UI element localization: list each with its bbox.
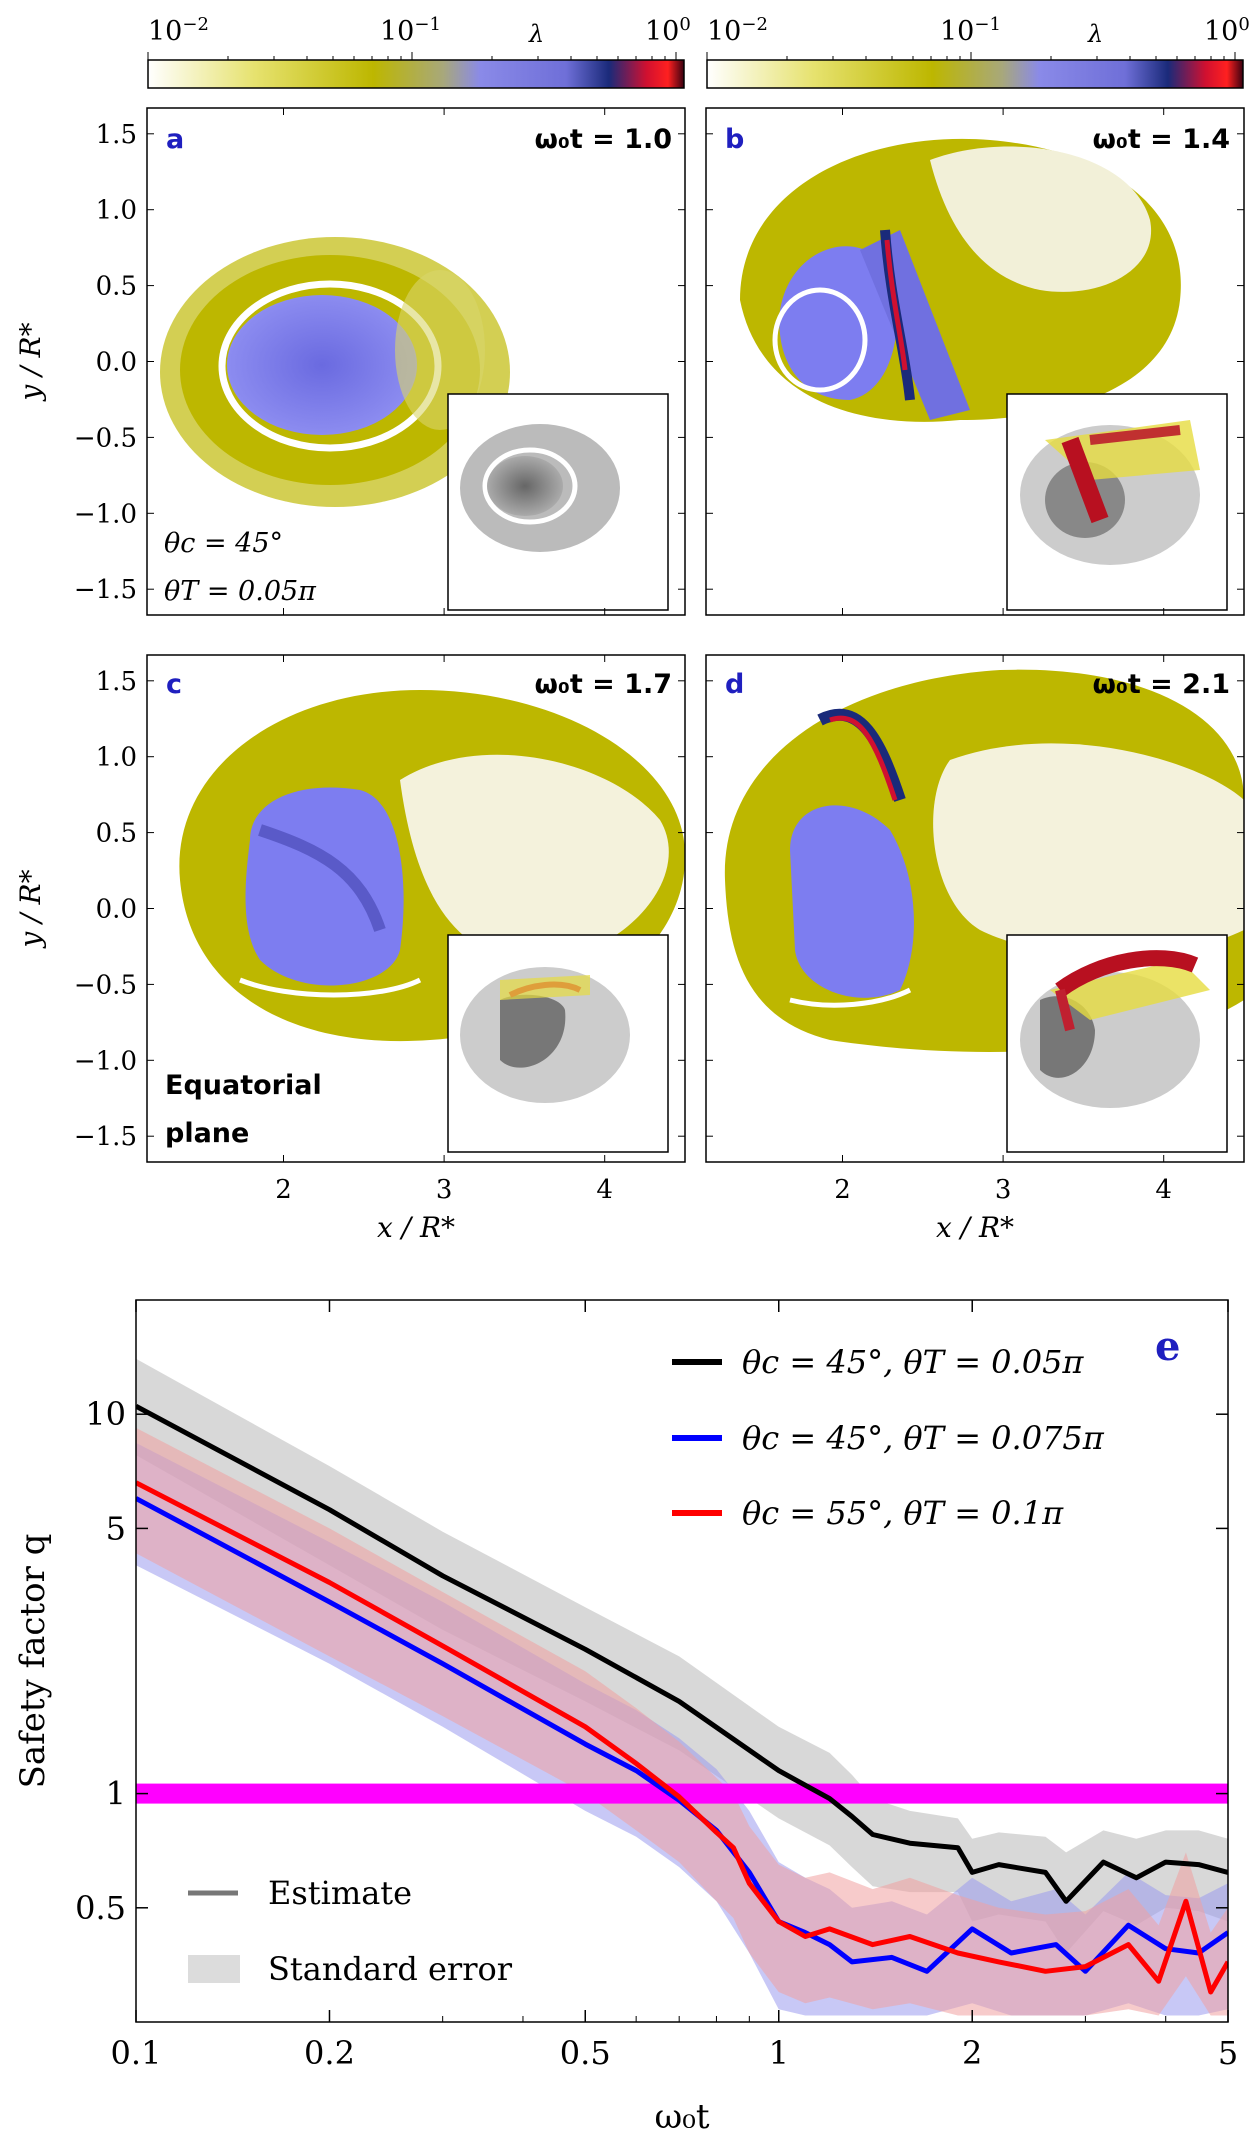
map-axes: 1.5 1.0 0.5 0.0 −0.5 −1.0 −1.5 y / R* 2 3 4 1.5 1.0 0… <box>14 108 1244 1244</box>
panel-a-heatmap <box>160 237 510 507</box>
panel-annotation: Equatorial <box>165 1070 322 1101</box>
legend-label: θc = 45°, θT = 0.075π <box>742 1419 1105 1457</box>
panel-letter: c <box>166 669 182 700</box>
y-tick-label: 0.5 <box>96 272 137 302</box>
panel-d-inset <box>1006 934 1228 1153</box>
y-tick-label: 1.0 <box>96 743 137 773</box>
y-tick-label: −1.0 <box>74 1046 137 1076</box>
panel-c: c ω₀t = 1.7 Equatorial plane <box>146 654 686 1163</box>
legend-label: Standard error <box>268 1950 513 1988</box>
y-tick-label: −1.0 <box>74 499 137 529</box>
panel-time-label: ω₀t = 1.4 <box>1093 124 1230 155</box>
y-tick-label: −1.5 <box>74 575 137 605</box>
colorbar-tick: 10−2 <box>148 14 209 47</box>
colorbar-tick: 10−1 <box>940 14 1001 47</box>
x-tick-label: 2 <box>962 2034 982 2072</box>
map-xlabel: x / R* <box>936 1211 1014 1244</box>
panel-annotation: plane <box>165 1118 249 1149</box>
panel-letter: e <box>1155 1323 1180 1370</box>
y-tick-label: −0.5 <box>74 970 137 1000</box>
colorbar-tick: 10−2 <box>707 14 768 47</box>
colorbar-tick: 10−1 <box>380 14 441 47</box>
x-tick-label: 0.5 <box>560 2034 611 2072</box>
x-tick-label: 2 <box>834 1175 851 1205</box>
x-tick-label: 3 <box>995 1175 1012 1205</box>
panel-b-inset <box>1006 393 1228 611</box>
colorbar-label: λ <box>1087 20 1103 48</box>
series-line-0 <box>136 1403 1228 1904</box>
x-tick-label: 0.2 <box>304 2034 355 2072</box>
chart-ylabel: Safety factor q <box>13 1534 53 1789</box>
x-tick-label: 2 <box>275 1175 292 1205</box>
y-tick-label: 1 <box>106 1775 126 1813</box>
x-tick-label: 4 <box>1155 1175 1172 1205</box>
x-tick-label: 1 <box>769 2034 789 2072</box>
y-tick-label: −0.5 <box>74 423 137 453</box>
panel-b: b ω₀t = 1.4 <box>705 107 1245 616</box>
panel-time-label: ω₀t = 2.1 <box>1093 669 1230 700</box>
y-tick-label: 5 <box>106 1509 126 1547</box>
colorbar-label: λ <box>528 20 544 48</box>
panel-annotation: θT = 0.05π <box>164 576 317 607</box>
y-tick-label: 1.5 <box>96 667 137 697</box>
y-tick-label: 1.0 <box>96 196 137 226</box>
panel-c-inset <box>447 934 669 1153</box>
y-tick-label: 0.0 <box>96 895 137 925</box>
plot-frame <box>135 1299 1229 2023</box>
series-line-1 <box>136 1496 1228 1974</box>
chart-axes: 0.1 0.2 0.5 1 2 5 0.5 1 5 10 <box>75 1300 1238 2072</box>
panel-time-label: ω₀t = 1.7 <box>535 669 672 700</box>
map-ylabel: y / R* <box>14 869 47 949</box>
x-tick-label: 5 <box>1218 2034 1238 2072</box>
colorbar-tick: 100 <box>645 14 691 47</box>
panel-b-heatmap <box>740 138 1181 422</box>
legend-swatch-error <box>188 1955 240 1983</box>
panel-letter: d <box>725 669 744 700</box>
colorbar-tick: 100 <box>1204 14 1250 47</box>
map-xlabel: x / R* <box>377 1211 455 1244</box>
legend-label: θc = 55°, θT = 0.1π <box>742 1494 1064 1532</box>
colorbar-right: 10−2 10−1 100 λ <box>706 14 1250 89</box>
panel-a: a ω₀t = 1.0 θc = 45° θT = 0.05π <box>146 107 686 616</box>
y-tick-label: 0.5 <box>96 819 137 849</box>
colorbar-left: 10−2 10−1 100 λ <box>147 14 691 89</box>
panel-letter: a <box>166 124 184 155</box>
x-tick-label: 0.1 <box>111 2034 162 2072</box>
y-tick-label: 0.5 <box>75 1889 126 1927</box>
panel-a-inset <box>447 393 669 611</box>
legend-bottom: Estimate Standard error <box>188 1874 513 1988</box>
series-line-2 <box>136 1480 1228 1995</box>
legend-label: Estimate <box>268 1874 412 1912</box>
y-tick-label: 1.5 <box>96 120 137 150</box>
error-bands <box>136 1358 1228 2016</box>
panel-letter: b <box>725 124 744 155</box>
map-ylabel: y / R* <box>14 322 47 402</box>
threshold-band <box>136 1783 1228 1804</box>
panel-time-label: ω₀t = 1.0 <box>535 124 672 155</box>
error-band-2 <box>136 1427 1228 2016</box>
panel-d: d ω₀t = 2.1 <box>705 654 1245 1163</box>
chart-xlabel: ω₀t <box>654 2097 709 2137</box>
panel-e: 0.1 0.2 0.5 1 2 5 0.5 1 5 10 e θc = 45°, θT = 0.0… <box>13 1299 1238 2137</box>
y-tick-label: −1.5 <box>74 1122 137 1152</box>
x-tick-label: 3 <box>436 1175 453 1205</box>
panel-annotation: θc = 45° <box>164 528 283 559</box>
legend-label: θc = 45°, θT = 0.05π <box>742 1343 1084 1381</box>
legend: θc = 45°, θT = 0.05π θc = 45°, θT = 0.07… <box>672 1343 1105 1532</box>
series-lines <box>136 1403 1228 1995</box>
x-tick-label: 4 <box>596 1175 613 1205</box>
y-tick-label: 0.0 <box>96 348 137 378</box>
y-tick-label: 10 <box>85 1395 126 1433</box>
